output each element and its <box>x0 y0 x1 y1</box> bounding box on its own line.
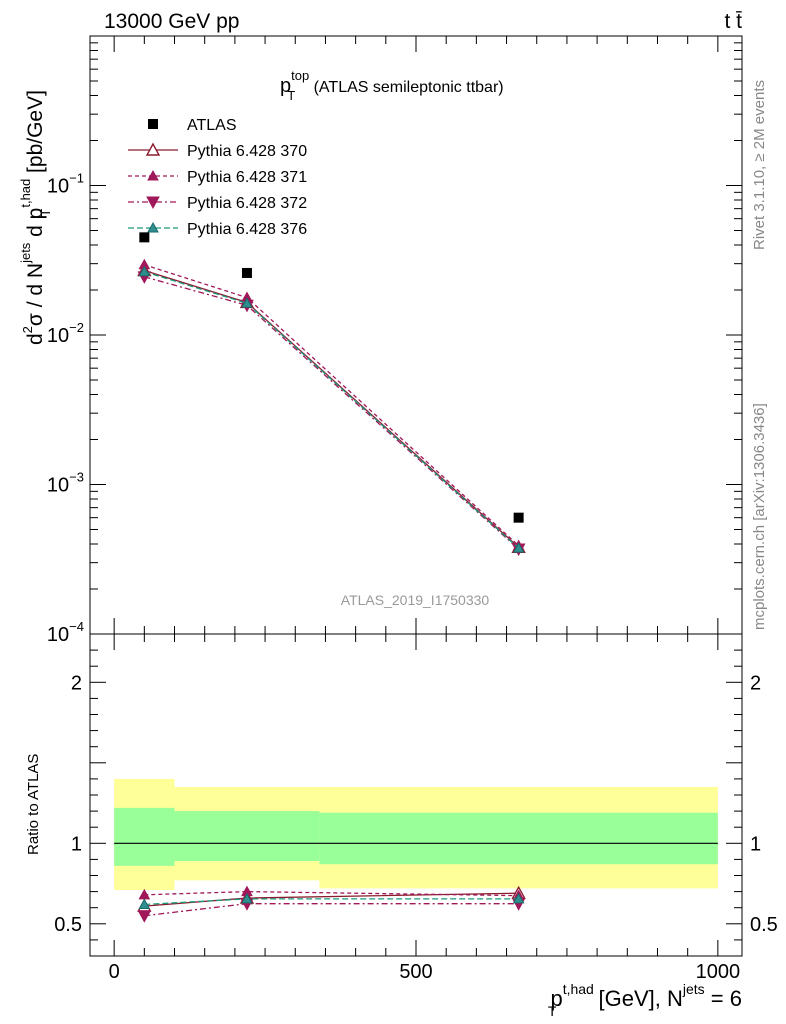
main-series-line <box>144 269 520 548</box>
ratio-ytick-label-right: 1 <box>750 833 761 855</box>
ratio-yticks: 0.5 0.5 1 1 2 2 <box>54 649 778 941</box>
legend-marker <box>145 142 161 156</box>
legend-label: Pythia 6.428 370 <box>187 143 307 160</box>
legend-marker <box>147 221 159 233</box>
process-label: t t̄ <box>724 10 742 33</box>
ratio-band-green <box>174 811 320 862</box>
ratio-series-marker <box>512 892 525 904</box>
legend-marker <box>146 196 160 210</box>
ratio-panel: Ratio to ATLAS 0.5 0.5 1 1 2 2 0 500 1000 pt,ha… <box>25 634 778 1019</box>
main-title: ptop T (ATLAS semileptonic ttbar) <box>280 68 504 103</box>
ratio-band-green <box>319 812 718 865</box>
atlas-data-points <box>139 232 524 523</box>
ratio-uncertainty-bands <box>114 778 718 890</box>
atlas-data-point <box>241 267 252 278</box>
legend-marker <box>147 169 159 181</box>
ratio-series-marker <box>137 910 152 923</box>
ratio-ytick-label-right: 0.5 <box>750 914 778 936</box>
ratio-ytick-label-left: 1 <box>71 833 82 855</box>
main-series-marker <box>512 542 525 553</box>
atlas-data-point <box>139 232 150 243</box>
rivet-label: Rivet 3.1.10, ≥ 2M events <box>751 80 768 250</box>
ratio-series-lines <box>137 885 526 923</box>
ratio-frame <box>89 633 743 957</box>
main-series-marker <box>138 265 151 277</box>
main-panel: ptop T (ATLAS semileptonic ttbar) ATLAS_2… <box>18 35 742 646</box>
ratio-xtick-label: 500 <box>399 961 432 983</box>
analysis-watermark: ATLAS_2019_I1750330 <box>341 592 490 608</box>
mcplots-label: mcplots.cern.ch [arXiv:1306.3436] <box>751 403 768 630</box>
legend-label: Pythia 6.428 371 <box>187 169 307 186</box>
main-series-line <box>144 271 520 549</box>
main-series-marker <box>241 297 253 308</box>
ratio-ytick-label-left: 2 <box>71 672 82 694</box>
ratio-ytick-label-left: 0.5 <box>54 914 82 936</box>
ratio-xtick-label: 1000 <box>696 961 741 983</box>
ratio-series-marker <box>241 892 253 904</box>
main-ytick-label: 10−3 <box>47 470 84 497</box>
main-ytick-label: 10−4 <box>47 619 84 646</box>
legend-label: Pythia 6.428 372 <box>187 195 307 212</box>
main-yticks: 10−1 10−2 10−3 10−4 <box>47 35 742 646</box>
ratio-xtick-label: 0 <box>109 961 120 983</box>
ratio-xticks: 0 500 1000 <box>109 634 741 983</box>
main-series-line <box>144 276 520 550</box>
ratio-series-marker <box>138 898 151 909</box>
legend-marker-atlas <box>148 119 158 129</box>
main-ylabel: d2σ / d Njets d pt,hadT [pb/GeV] <box>18 90 53 345</box>
ratio-xlabel: pt,had T [GeV], Njets = 6 <box>548 981 742 1019</box>
legend-label: Pythia 6.428 376 <box>187 221 307 238</box>
atlas-data-point <box>513 512 524 523</box>
ratio-band-green <box>114 807 175 866</box>
main-series-lines <box>137 258 526 557</box>
ratio-series-line <box>144 903 519 917</box>
legend-label-atlas: ATLAS <box>187 117 237 134</box>
collision-label: 13000 GeV pp <box>104 10 239 33</box>
main-series-line <box>144 264 520 547</box>
legend: ATLAS Pythia 6.428 370 Pythia 6.428 371 Pyt… <box>128 117 307 238</box>
main-ytick-label: 10−1 <box>47 171 84 198</box>
main-ytick-label: 10−2 <box>47 320 84 347</box>
ratio-ylabel: Ratio to ATLAS <box>25 754 42 855</box>
ratio-ytick-label-right: 2 <box>750 672 761 694</box>
ratio-series-line <box>144 890 519 897</box>
